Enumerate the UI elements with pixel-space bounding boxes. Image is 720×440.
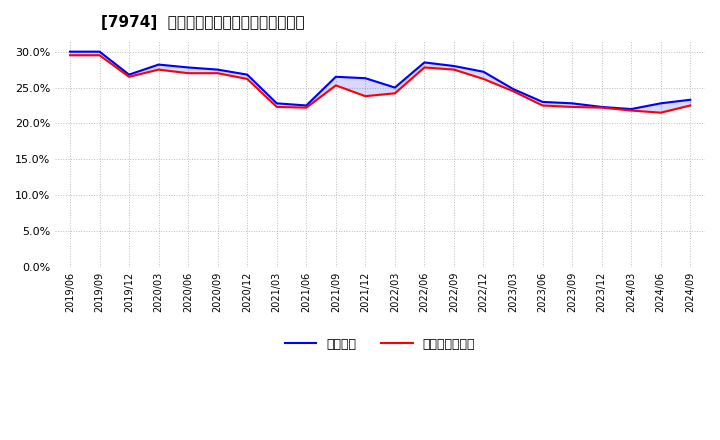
- 固定長期適合率: [627, 108, 636, 113]
- 固定比率: [539, 99, 547, 105]
- 固定長期適合率: [361, 94, 369, 99]
- 固定比率: [390, 85, 399, 90]
- Line: 固定長期適合率: 固定長期適合率: [70, 55, 690, 113]
- 固定比率: [657, 101, 665, 106]
- 固定長期適合率: [154, 67, 163, 72]
- 固定長期適合率: [184, 70, 192, 76]
- 固定長期適合率: [509, 88, 518, 94]
- 固定比率: [627, 106, 636, 112]
- Legend: 固定比率, 固定長期適合率: 固定比率, 固定長期適合率: [280, 333, 480, 356]
- 固定長期適合率: [66, 53, 74, 58]
- 固定長期適合率: [95, 53, 104, 58]
- 固定比率: [213, 67, 222, 72]
- 固定比率: [66, 49, 74, 54]
- 固定長期適合率: [480, 76, 488, 81]
- Line: 固定比率: 固定比率: [70, 51, 690, 109]
- 固定長期適合率: [568, 104, 577, 110]
- 固定比率: [184, 65, 192, 70]
- 固定長期適合率: [598, 105, 606, 110]
- 固定比率: [480, 69, 488, 74]
- 固定比率: [449, 63, 458, 69]
- 固定長期適合率: [302, 105, 310, 110]
- 固定長期適合率: [539, 103, 547, 108]
- 固定長期適合率: [243, 76, 251, 81]
- 固定長期適合率: [657, 110, 665, 115]
- 固定長期適合率: [390, 91, 399, 96]
- 固定比率: [302, 103, 310, 108]
- 固定長期適合率: [125, 74, 133, 79]
- 固定比率: [420, 60, 428, 65]
- 固定比率: [509, 86, 518, 92]
- 固定長期適合率: [449, 67, 458, 72]
- 固定長期適合率: [272, 104, 281, 110]
- 固定長期適合率: [420, 65, 428, 70]
- 固定比率: [95, 49, 104, 54]
- 固定比率: [154, 62, 163, 67]
- Text: [7974]  固定比率、固定長期適合率の推移: [7974] 固定比率、固定長期適合率の推移: [101, 15, 305, 30]
- 固定比率: [243, 72, 251, 77]
- 固定比率: [568, 101, 577, 106]
- 固定比率: [598, 104, 606, 110]
- 固定比率: [125, 72, 133, 77]
- 固定比率: [272, 101, 281, 106]
- 固定長期適合率: [331, 83, 340, 88]
- 固定比率: [361, 76, 369, 81]
- 固定比率: [331, 74, 340, 79]
- 固定比率: [686, 97, 695, 103]
- 固定長期適合率: [213, 70, 222, 76]
- 固定長期適合率: [686, 103, 695, 108]
